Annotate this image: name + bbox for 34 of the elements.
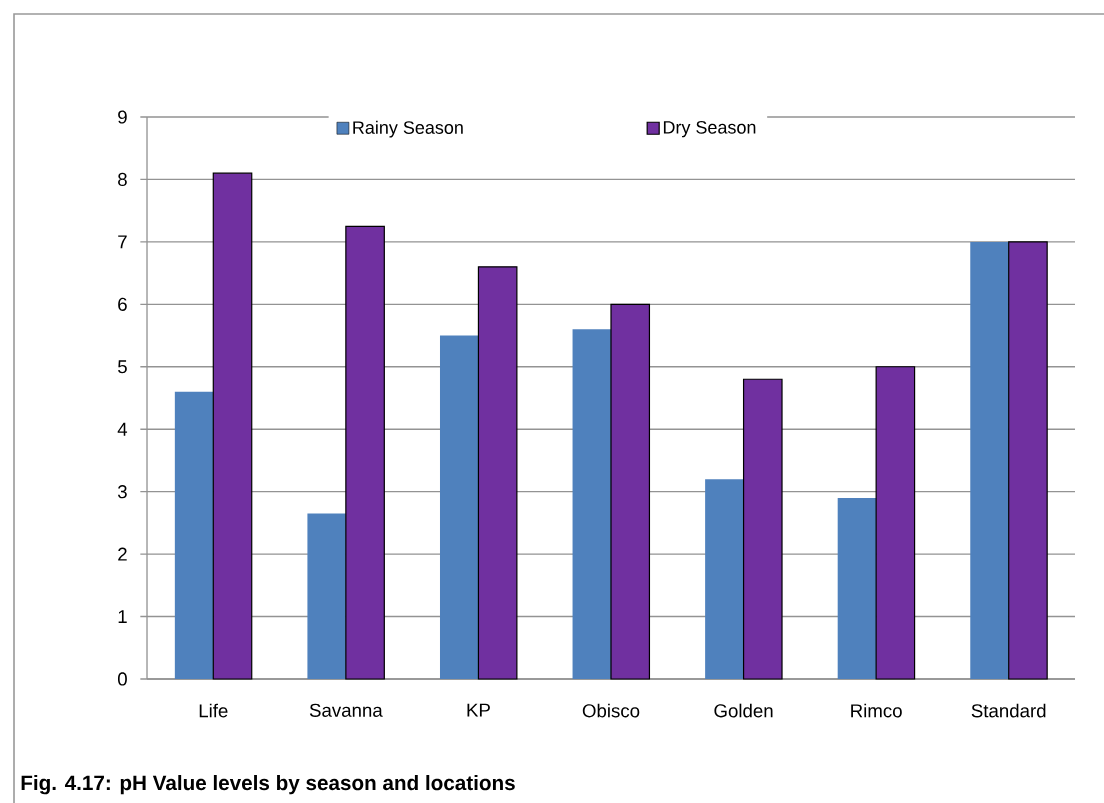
y-tick-label: 3: [117, 485, 127, 499]
legend-label: Rainy Season: [353, 120, 463, 138]
bar: [837, 497, 877, 679]
x-tick-label: Obisco: [582, 703, 640, 718]
bar: [345, 225, 385, 680]
legend-label: Dry Season: [663, 120, 756, 138]
x-tick-label: Rimco: [851, 703, 902, 718]
y-tick-label: 8: [118, 172, 127, 187]
bar: [705, 479, 744, 679]
bar: [875, 366, 916, 680]
bar: [439, 335, 479, 679]
bar: [174, 391, 214, 679]
bar: [1008, 241, 1048, 680]
bar: [742, 378, 783, 680]
x-tick-label: KP: [467, 703, 490, 717]
bar: [610, 303, 651, 680]
y-tick-label: 4: [117, 422, 128, 436]
y-tick-label: 6: [118, 297, 127, 311]
text: Fig. 4.17: pH Value levels by season and locations: [21, 775, 515, 795]
y-tick-label: 1: [118, 610, 127, 623]
x-tick-label: Life: [199, 703, 228, 718]
x-tick-label: Savanna: [309, 703, 383, 717]
y-tick-label: 2: [118, 547, 127, 561]
y-tick-label: 9: [118, 110, 127, 124]
bar: [970, 241, 1009, 679]
y-tick-label: 0: [117, 672, 127, 686]
y-tick-label: 7: [118, 235, 127, 249]
bar: [307, 513, 346, 679]
bar: [572, 329, 611, 679]
x-tick-label: Golden: [714, 703, 773, 718]
y-tick-label: 5: [118, 360, 127, 374]
x-tick-label: Standard: [971, 703, 1046, 718]
bar: [477, 266, 518, 680]
bar: [212, 172, 253, 680]
